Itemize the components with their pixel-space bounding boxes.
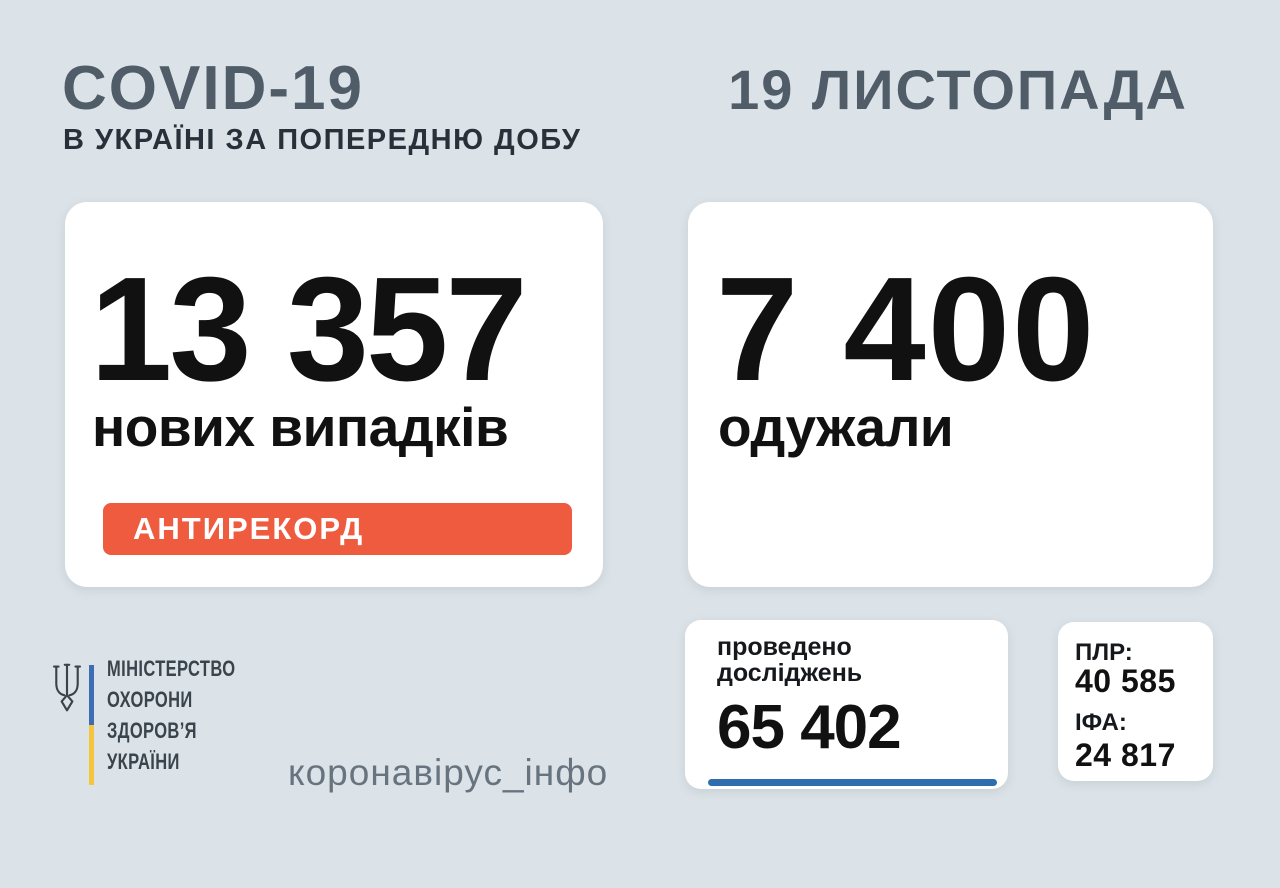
tests-label: проведено досліджень (717, 634, 862, 686)
new-cases-label: нових випадків (92, 396, 509, 458)
pcr-value: 40 585 (1075, 663, 1176, 699)
flag-yellow-segment (89, 725, 94, 785)
tests-label-line1: проведено (717, 633, 852, 661)
new-cases-value: 13 357 (90, 247, 528, 412)
ifa-label: ІФА: (1075, 709, 1127, 736)
tests-value: 65 402 (717, 693, 902, 762)
ministry-line-2: ОХОРОНИ (107, 687, 193, 712)
ifa-value: 24 817 (1075, 737, 1176, 773)
page-title: COVID-19 (62, 54, 364, 123)
recovered-card (688, 202, 1213, 587)
ukraine-flag-bar (89, 665, 94, 785)
ministry-line-1: МІНІСТЕРСТВО (107, 656, 236, 681)
ministry-line-3: ЗДОРОВ’Я (107, 718, 197, 743)
antirecord-badge-label: АНТИРЕКОРД (133, 511, 365, 546)
report-date: 19 ЛИСТОПАДА (728, 58, 1188, 121)
pcr-label: ПЛР: (1075, 639, 1133, 666)
ministry-name: МІНІСТЕРСТВО ОХОРОНИ ЗДОРОВ’Я УКРАЇНИ (107, 653, 235, 777)
page-subtitle: В УКРАЇНІ ЗА ПОПЕРЕДНЮ ДОБУ (63, 124, 582, 156)
recovered-label: одужали (718, 396, 954, 458)
antirecord-badge: АНТИРЕКОРД (103, 503, 572, 555)
tests-underline-bar (708, 779, 997, 786)
ministry-line-4: УКРАЇНИ (107, 749, 180, 774)
flag-blue-segment (89, 665, 94, 725)
recovered-value: 7 400 (716, 247, 1097, 412)
tests-card (685, 620, 1008, 789)
tests-label-line2: досліджень (717, 659, 863, 687)
social-handle: коронавірус_інфо (288, 752, 609, 793)
trident-icon (51, 663, 83, 718)
test-breakdown-card (1058, 622, 1213, 781)
